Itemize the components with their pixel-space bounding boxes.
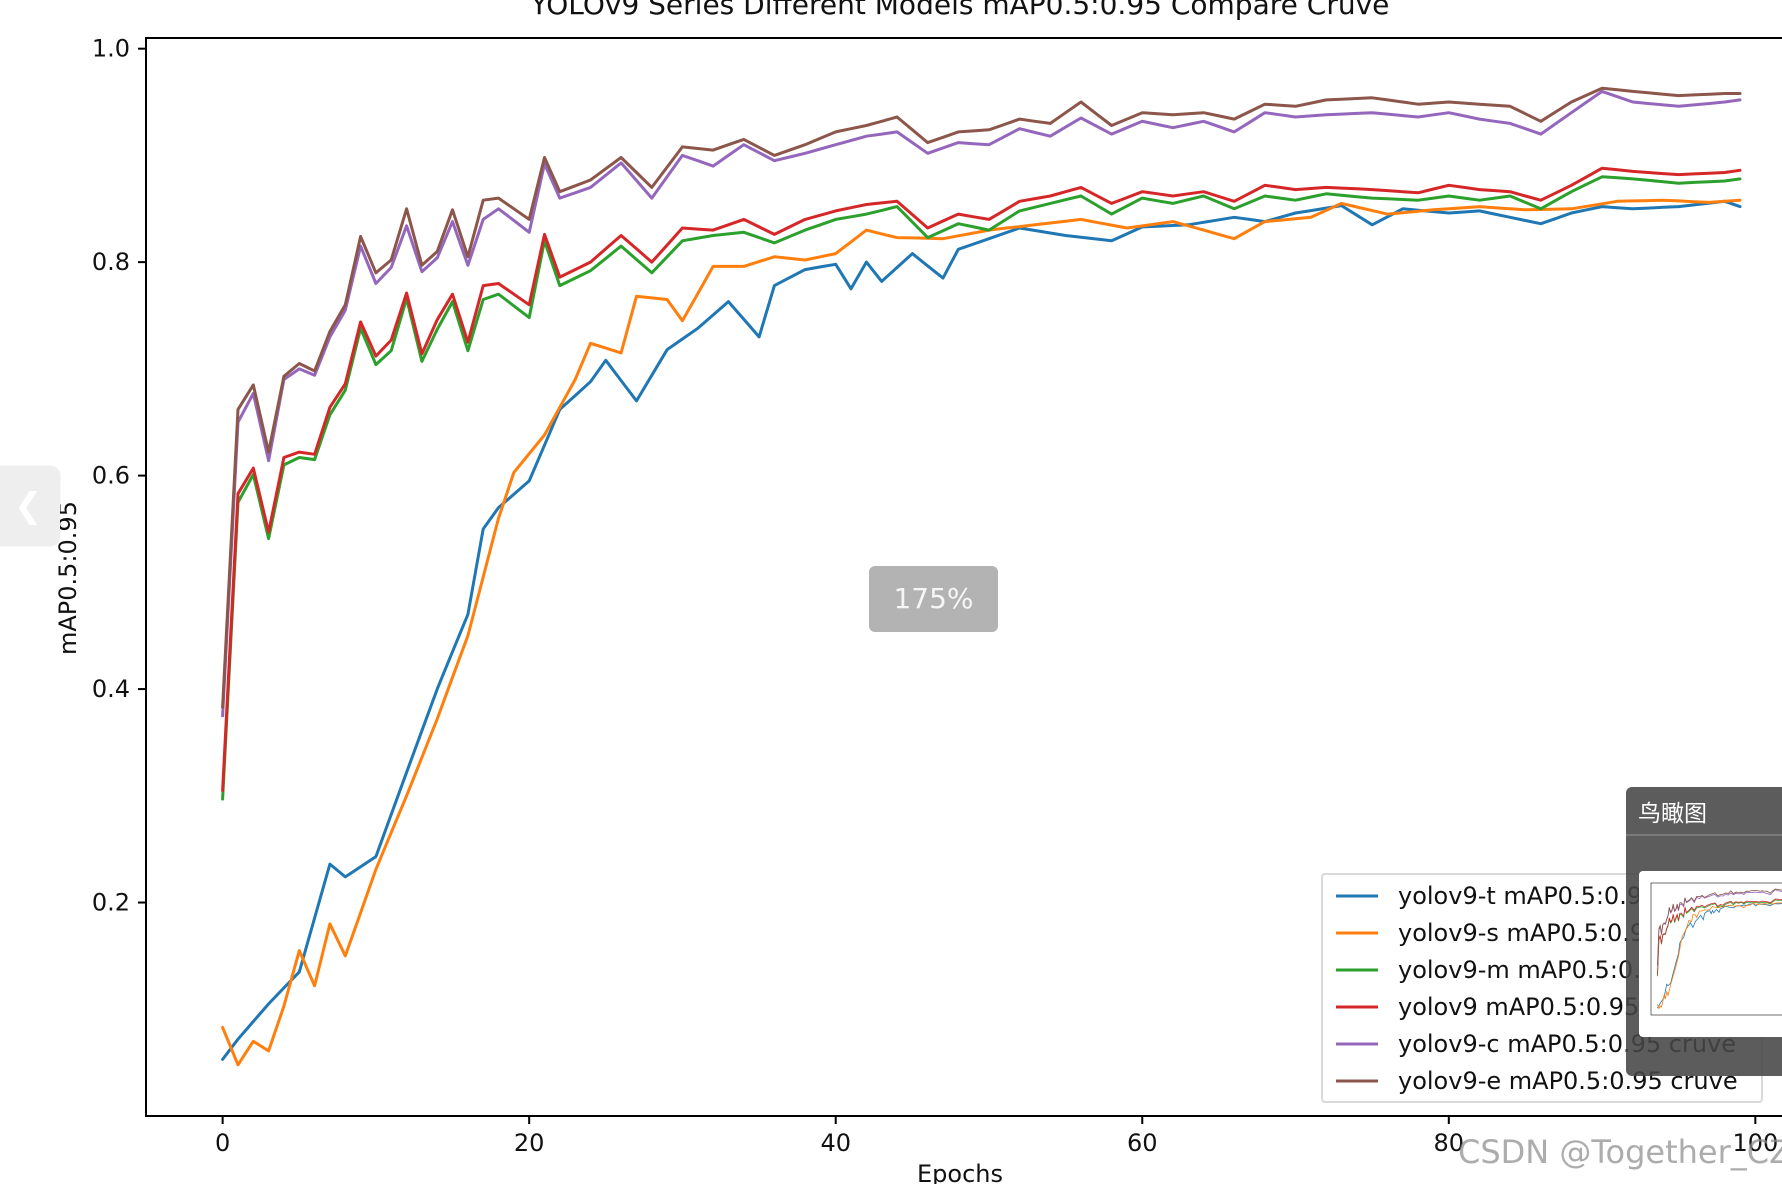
birdseye-divider bbox=[1626, 834, 1782, 836]
csdn-watermark: CSDN @Together_CZ bbox=[1458, 1133, 1782, 1171]
y-axis-ticks: 0.2 0.4 0.6 0.8 1.0 bbox=[92, 35, 146, 917]
chevron-left-icon: ❮ bbox=[14, 486, 43, 526]
x-tick-label: 80 bbox=[1434, 1129, 1465, 1157]
series-line-5 bbox=[221, 86, 1742, 709]
series-line-2 bbox=[221, 175, 1742, 801]
y-tick-label: 0.4 bbox=[92, 675, 130, 703]
mini-series-line-0 bbox=[1657, 903, 1782, 1009]
x-tick-label: 40 bbox=[820, 1129, 851, 1157]
y-tick-label: 0.2 bbox=[92, 889, 130, 917]
series-line-0 bbox=[221, 199, 1742, 1061]
series-line-4 bbox=[221, 89, 1742, 718]
chart-title: YOLOv9 Series Different Models mAP0.5:0.… bbox=[530, 0, 1390, 21]
mini-series-line-3 bbox=[1657, 898, 1782, 976]
x-tick-label: 100 bbox=[1732, 1129, 1778, 1157]
mini-series-line-5 bbox=[1657, 888, 1782, 965]
x-axis-label: Epochs bbox=[917, 1160, 1003, 1184]
x-tick-label: 20 bbox=[514, 1129, 545, 1157]
series-line-1 bbox=[221, 198, 1742, 1067]
series-line-3 bbox=[221, 166, 1742, 792]
plot-border bbox=[145, 37, 1782, 1117]
zoom-level-text: 175% bbox=[893, 582, 974, 615]
mini-plot-border bbox=[1650, 882, 1782, 1016]
x-tick-label: 0 bbox=[215, 1129, 230, 1157]
birdseye-title: 鸟瞰图 bbox=[1638, 801, 1707, 827]
birdseye-thumbnail-frame[interactable] bbox=[1639, 871, 1782, 1037]
previous-image-button[interactable]: ❮ bbox=[0, 466, 60, 546]
zoom-level-indicator: 175% bbox=[869, 566, 998, 632]
y-tick-label: 0.8 bbox=[92, 248, 130, 276]
birdseye-panel[interactable]: 鸟瞰图 bbox=[1626, 787, 1782, 1076]
x-axis-ticks: 0 20 40 60 80 100 bbox=[215, 1116, 1778, 1157]
x-tick-label: 60 bbox=[1127, 1129, 1158, 1157]
series-layer bbox=[221, 86, 1742, 1067]
y-tick-label: 0.6 bbox=[92, 462, 130, 490]
y-tick-label: 1.0 bbox=[92, 35, 130, 63]
birdseye-thumbnail-chart bbox=[1650, 882, 1782, 1016]
